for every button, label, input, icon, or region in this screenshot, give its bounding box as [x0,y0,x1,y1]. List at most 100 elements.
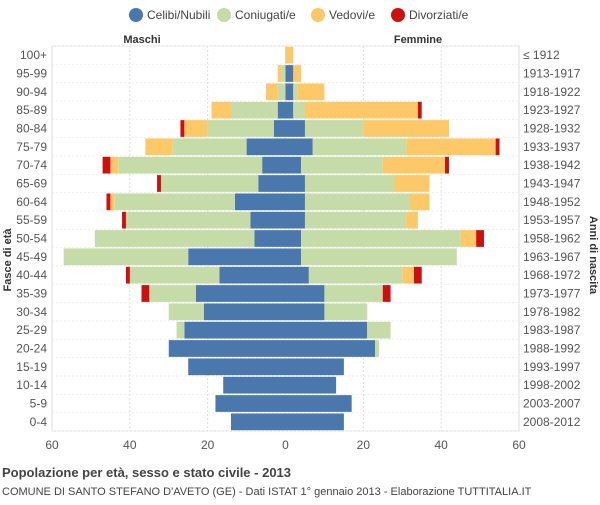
bar-female-nubili [285,376,337,394]
bar-male-divorziati [141,285,150,302]
bar-female-coniugate [301,230,461,247]
birth-year-label: 1923-1927 [523,103,581,117]
birth-year-label: 1973-1977 [523,287,581,301]
bar-male-celibi [203,303,286,321]
age-group-label: 95-99 [16,67,47,81]
bar-male-vedovi [184,120,208,137]
birth-year-label: 1948-1952 [523,195,581,209]
bar-female-nubili [285,266,309,284]
age-group-label: 75-79 [16,140,47,154]
age-group-label: 45-49 [16,250,47,264]
females-label: Femmine [394,34,442,46]
bar-female-coniugate [304,193,411,211]
bar-female-vedove [304,101,418,119]
legend-label: Celibi/Nubili [147,8,210,22]
bar-female-coniugate [293,101,305,119]
bar-female-coniugate [375,340,379,357]
bar-female-coniugate [367,321,391,339]
age-group-label: 100+ [20,48,47,62]
bars-group [63,46,500,431]
birth-year-label: 1953-1957 [523,213,581,227]
bar-male-vedovi [110,156,119,174]
birth-year-label: 1913-1917 [523,67,581,81]
birth-year-label: 1943-1947 [523,177,581,191]
age-group-label: 5-9 [30,397,48,411]
bar-male-celibi [246,138,286,156]
bar-female-vedove [285,46,294,64]
age-group-label: 50-54 [16,232,47,246]
bar-female-coniugate [304,211,407,229]
legend-label: Divorziati/e [409,8,469,22]
legend-swatch [217,8,231,22]
bar-male-coniugati [114,193,235,211]
birth-year-label: 1928-1932 [523,122,581,136]
bar-male-coniugati [125,211,251,229]
bar-male-celibi [231,413,286,431]
bar-male-celibi [273,120,286,137]
bar-female-divorziate [495,138,500,156]
bar-male-celibi [254,230,286,247]
bar-female-nubili [285,303,325,321]
birth-year-label: 1918-1922 [523,85,581,99]
bar-male-celibi [219,266,286,284]
bar-female-vedove [394,175,430,192]
bar-female-nubili [285,101,294,119]
bar-female-coniugate [324,303,368,321]
bar-female-nubili [285,120,305,137]
legend-swatch [129,8,143,22]
birth-year-label: 1938-1942 [523,158,581,172]
bar-male-coniugati [231,101,278,119]
legend-label: Coniugati/e [235,8,296,22]
birth-year-label: 1983-1987 [523,323,581,337]
bar-male-coniugati [118,156,263,174]
bar-female-nubili [285,395,352,412]
y-axis-title-left: Fasce di età [2,228,14,292]
x-tick-label: 60 [512,438,526,452]
x-tick-label: 40 [434,438,448,452]
bar-male-vedovi [145,138,173,156]
x-tick-label: 20 [357,438,371,452]
birth-year-label: 1978-1982 [523,305,581,319]
bar-male-celibi [188,358,286,376]
bar-female-coniugate [301,156,383,174]
age-group-label: 80-84 [16,122,47,136]
birth-year-label: 1993-1997 [523,360,581,374]
bar-male-divorziati [106,193,111,211]
bar-female-nubili [285,248,302,266]
bar-male-coniugati [129,266,220,284]
age-group-label: 85-89 [16,103,47,117]
birth-year-label: 1958-1962 [523,232,581,246]
bar-female-divorziate [476,230,484,247]
bar-female-nubili [285,193,305,211]
bar-male-coniugati [94,230,255,247]
bar-female-vedove [363,120,449,137]
bar-female-coniugate [308,266,403,284]
bar-female-vedove [460,230,477,247]
bar-female-divorziate [413,266,422,284]
y-axis-title-right: Anni di nascita [587,216,599,295]
bar-female-coniugate [304,175,395,192]
bar-male-divorziati [157,175,161,192]
bar-female-nubili [285,211,305,229]
birth-year-label: 1988-1992 [523,342,581,356]
x-tick-label: 40 [123,438,137,452]
birth-year-label: 1963-1967 [523,250,581,264]
bar-male-divorziati [180,120,185,137]
age-group-label: 90-94 [16,85,47,99]
bar-female-nubili [285,285,325,302]
bar-female-vedove [406,138,496,156]
birth-year-label: ≤ 1912 [523,48,560,62]
birth-year-label: 1968-1972 [523,268,581,282]
bar-female-nubili [285,83,294,101]
bar-male-celibi [223,376,286,394]
chart-title: Popolazione per età, sesso e stato civil… [2,465,291,480]
bar-male-vedovi [110,193,115,211]
tick-labels: 100+ ≤ 1912 95-99 1913-1917 90-94 1918-1922 85… [16,48,580,452]
bar-male-divorziati [102,156,111,174]
birth-year-label: 2003-2007 [523,397,581,411]
bar-male-coniugati [281,65,286,82]
bar-female-vedove [410,193,430,211]
bar-female-nubili [285,230,302,247]
bar-female-vedove [297,83,325,101]
bar-male-celibi [234,193,286,211]
